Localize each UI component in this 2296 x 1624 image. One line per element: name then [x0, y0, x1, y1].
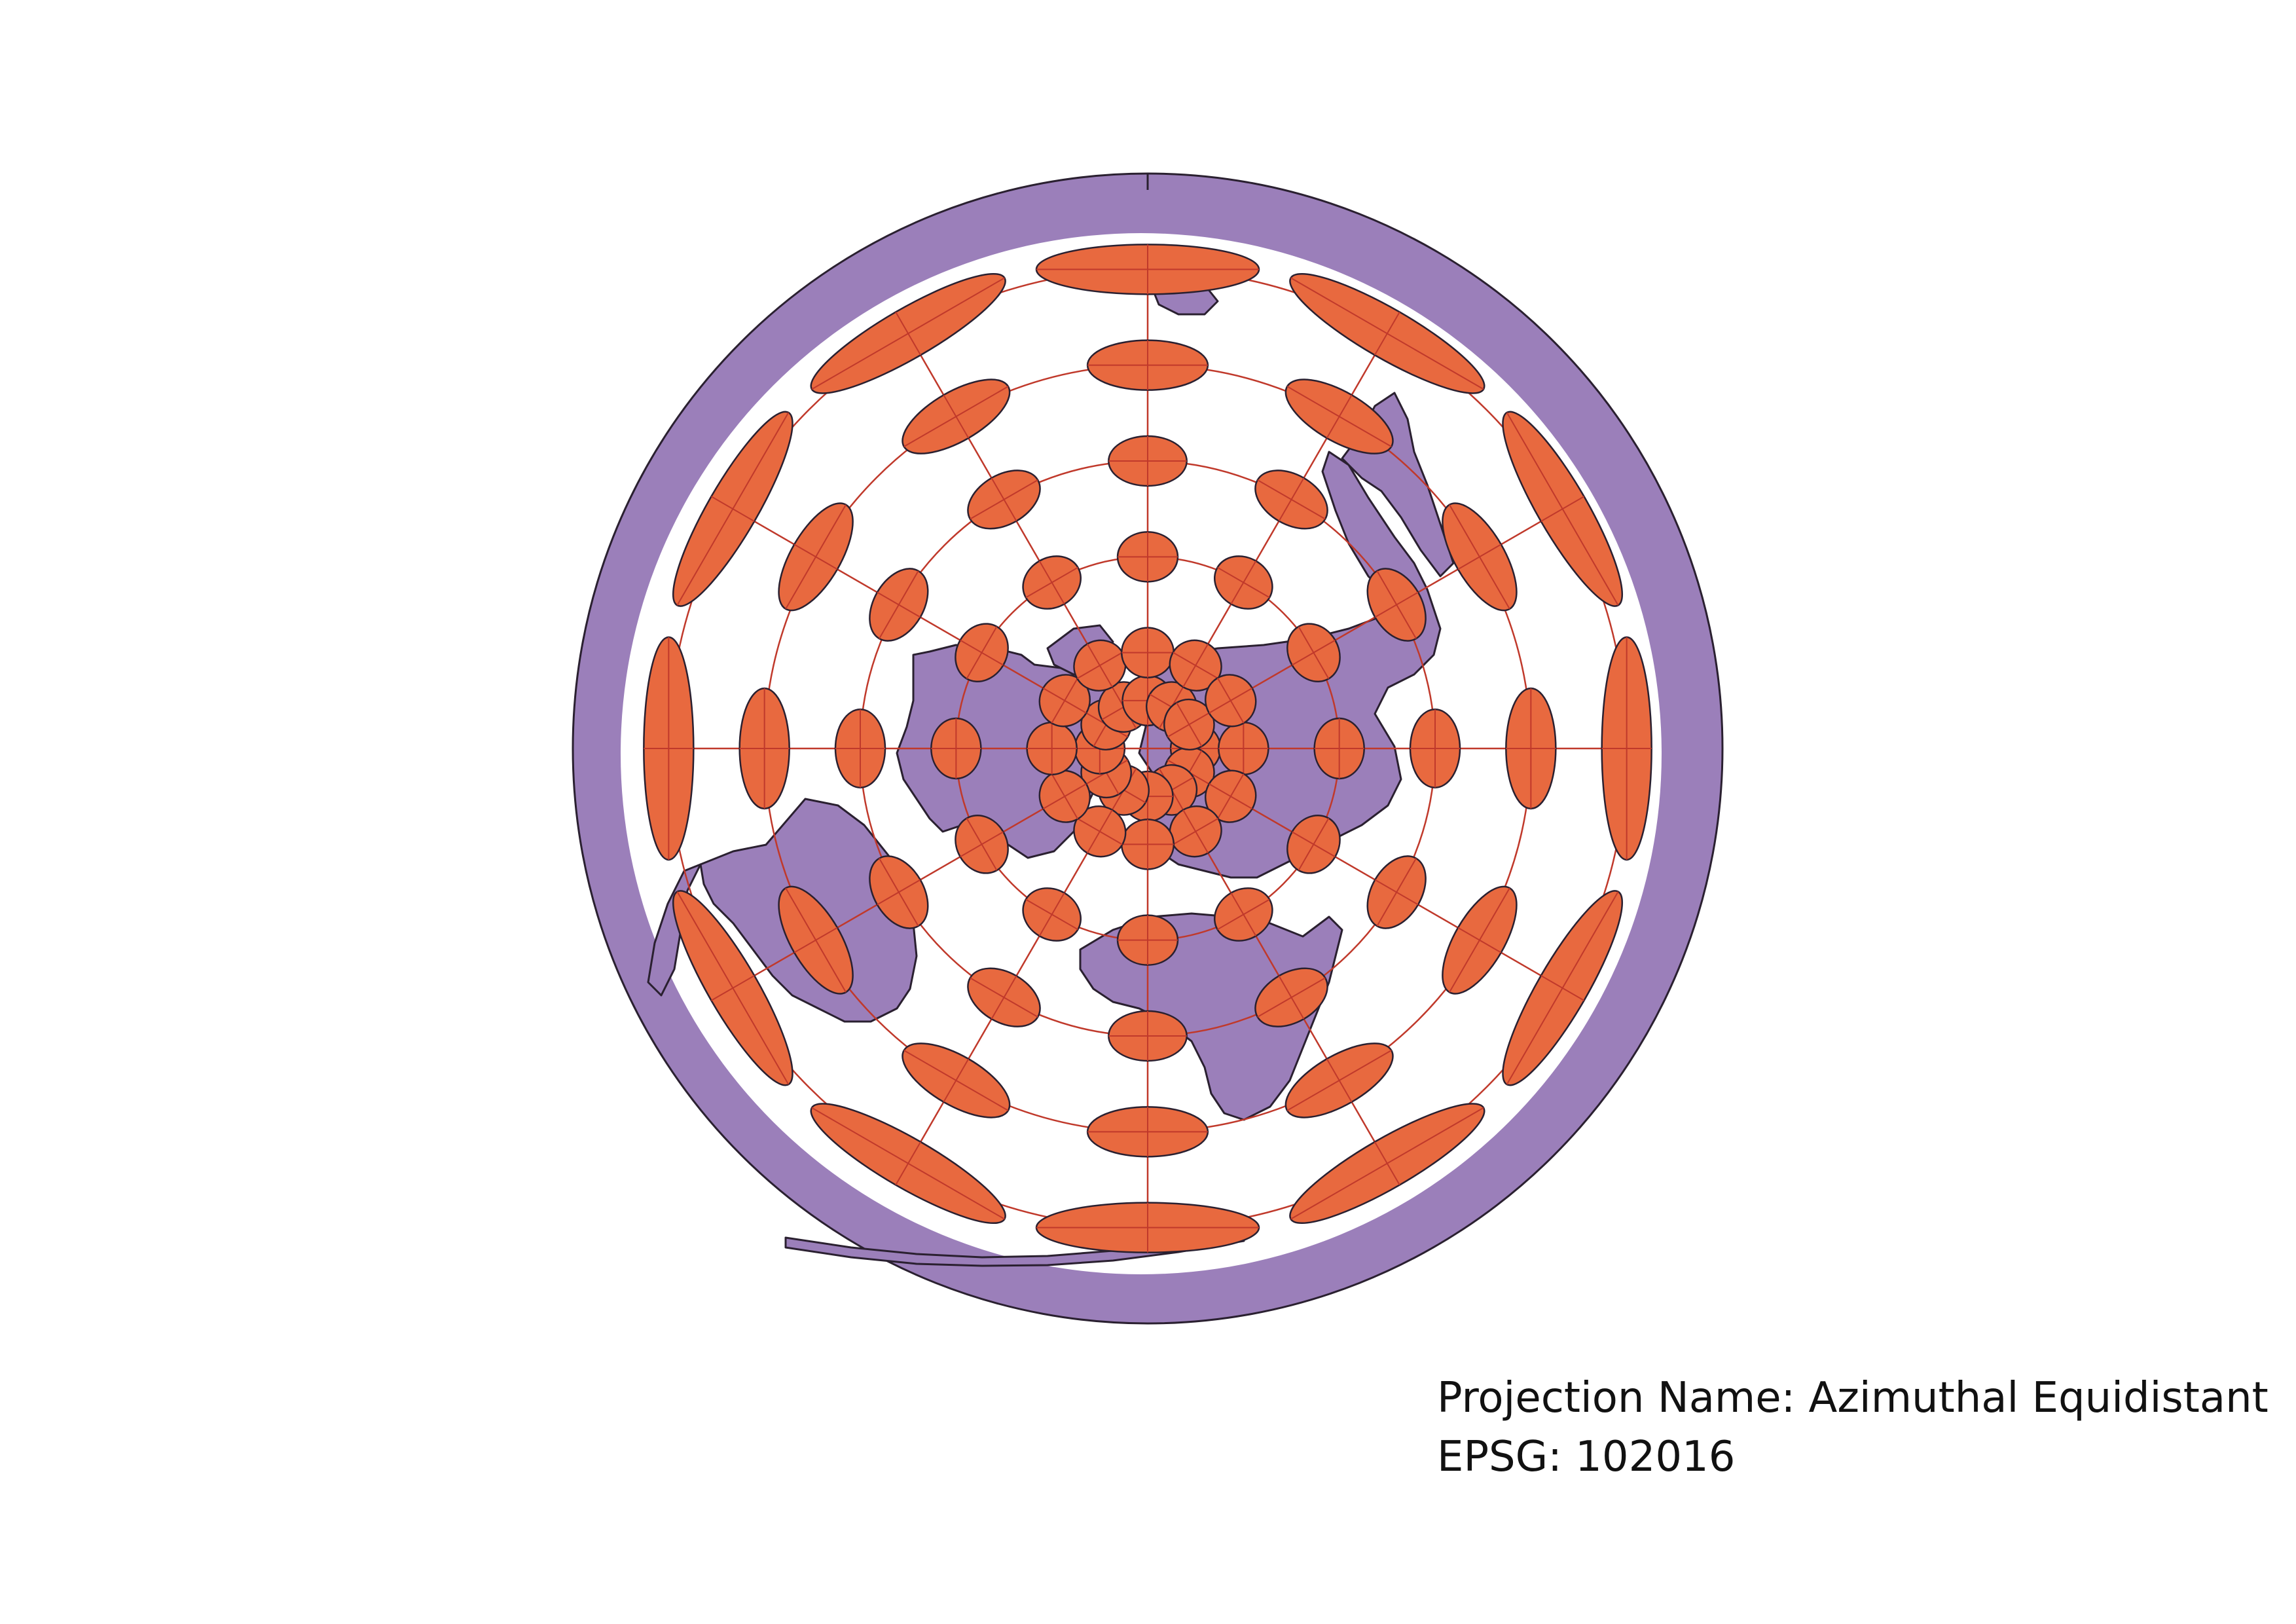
tissot-ellipse — [955, 623, 1009, 683]
tissot-ellipse — [1169, 639, 1222, 692]
tissot-ellipse — [1289, 1103, 1485, 1225]
tissot-ellipse — [1108, 1010, 1188, 1062]
tissot-ellipse — [1313, 717, 1365, 780]
tissot-ellipse — [869, 568, 929, 642]
tissot-ellipse — [930, 717, 982, 780]
tissot-ellipse — [778, 885, 854, 995]
tissot-ellipse — [1120, 819, 1175, 870]
tissot-ellipse — [1286, 814, 1341, 874]
tissot-ellipse — [869, 855, 929, 929]
tissot-ellipse — [1022, 555, 1082, 610]
tissot-ellipse — [1086, 1106, 1209, 1158]
tissot-ellipse — [1286, 623, 1341, 683]
tissot-ellipse — [1205, 674, 1257, 728]
tissot-ellipse — [1213, 555, 1273, 610]
tissot-ellipse — [1502, 890, 1624, 1086]
tissot-ellipse — [1285, 1043, 1394, 1118]
tissot-ellipse — [1505, 687, 1557, 810]
tissot-ellipse — [1120, 627, 1175, 678]
tissot-ellipse — [1038, 674, 1091, 728]
tissot-ellipse — [1502, 411, 1624, 607]
tissot-indicatrices — [643, 244, 1652, 1253]
projection-name-label: Projection Name: Azimuthal Equidistant — [1437, 1374, 2269, 1422]
tissot-ellipse — [1022, 887, 1082, 942]
tissot-ellipse — [1254, 470, 1328, 530]
tissot-ellipse — [778, 502, 854, 612]
tissot-ellipse — [1116, 531, 1179, 583]
tissot-ellipse — [1366, 568, 1427, 642]
tissot-ellipse — [1409, 709, 1461, 788]
tissot-ellipse — [643, 636, 695, 861]
tissot-ellipse — [1026, 721, 1078, 776]
tissot-ellipse — [738, 687, 790, 810]
tissot-ellipse — [1366, 855, 1427, 929]
epsg-label: EPSG: 102016 — [1437, 1433, 1736, 1481]
tissot-ellipse — [955, 814, 1009, 874]
map-caption: Projection Name: Azimuthal Equidistant E… — [1437, 1369, 2269, 1486]
tissot-ellipse — [834, 709, 886, 788]
tissot-ellipse — [967, 470, 1041, 530]
tissot-ellipse — [967, 967, 1041, 1027]
tissot-ellipse — [1213, 887, 1273, 942]
tissot-ellipse — [1254, 967, 1328, 1027]
tissot-ellipse — [672, 890, 793, 1086]
tissot-ellipse — [1108, 435, 1188, 487]
tissot-ellipse — [810, 272, 1006, 394]
tissot-ellipse — [1218, 721, 1269, 776]
tissot-ellipse — [672, 411, 793, 607]
tissot-ellipse — [1035, 1202, 1260, 1253]
tissot-ellipse — [1285, 378, 1394, 454]
tissot-ellipse — [1601, 636, 1652, 861]
tissot-ellipse — [1289, 272, 1485, 394]
tissot-ellipse — [902, 378, 1011, 454]
tissot-ellipse — [1163, 698, 1215, 750]
tissot-ellipse — [1442, 502, 1518, 612]
tissot-ellipse — [1116, 914, 1179, 966]
tissot-ellipse — [1035, 244, 1260, 295]
tissot-ellipse — [1086, 339, 1209, 391]
tissot-ellipse — [1442, 885, 1518, 995]
tissot-ellipse — [810, 1103, 1006, 1225]
tissot-ellipse — [902, 1043, 1011, 1118]
